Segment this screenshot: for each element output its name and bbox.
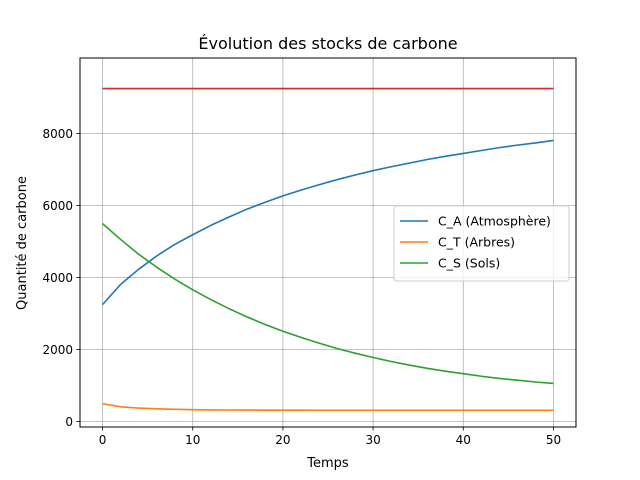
- series-line-c-a: [101, 139, 554, 306]
- y-tick-label: 0: [65, 415, 73, 429]
- x-tick-label: 40: [456, 433, 471, 447]
- y-axis-label: Quantité de carbone: [15, 176, 30, 310]
- chart-title: Évolution des stocks de carbone: [198, 34, 457, 53]
- x-tick-label: 10: [185, 433, 200, 447]
- series-line-c-t: [102, 402, 554, 412]
- x-axis-ticks: 0 10 20 30 40 50: [99, 427, 561, 447]
- legend-entry-label: C_T (Arbres): [438, 235, 515, 250]
- series-line-c-s: [102, 222, 554, 385]
- x-axis-label: Temps: [306, 456, 349, 471]
- x-tick-label: 50: [546, 433, 561, 447]
- x-tick-label: 20: [275, 433, 290, 447]
- plot-frame: [79, 57, 577, 428]
- legend-box: [393, 205, 570, 282]
- legend-entry-label: C_A (Atmosphère): [438, 214, 551, 229]
- series-lines: [101, 87, 554, 412]
- y-axis-ticks: 0 2000 4000 6000 8000: [42, 127, 80, 429]
- y-tick-label: 2000: [42, 343, 73, 357]
- legend: C_A (Atmosphère) C_T (Arbres) C_S (Sols): [393, 205, 570, 282]
- legend-entry-label: C_S (Sols): [438, 256, 500, 271]
- x-tick-label: 0: [99, 433, 107, 447]
- x-tick-label: 30: [365, 433, 380, 447]
- y-tick-label: 6000: [42, 199, 73, 213]
- y-tick-label: 8000: [42, 127, 73, 141]
- y-tick-label: 4000: [42, 271, 73, 285]
